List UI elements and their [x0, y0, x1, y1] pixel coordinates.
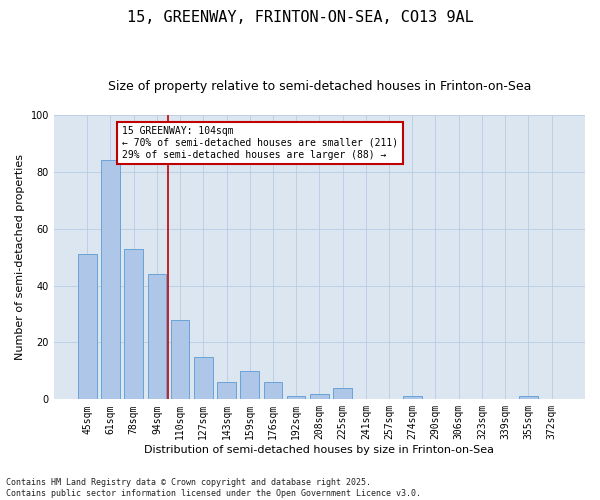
Text: 15 GREENWAY: 104sqm
← 70% of semi-detached houses are smaller (211)
29% of semi-: 15 GREENWAY: 104sqm ← 70% of semi-detach…: [122, 126, 398, 160]
Bar: [194, 356, 212, 400]
Title: Size of property relative to semi-detached houses in Frinton-on-Sea: Size of property relative to semi-detach…: [108, 80, 531, 93]
Text: 15, GREENWAY, FRINTON-ON-SEA, CO13 9AL: 15, GREENWAY, FRINTON-ON-SEA, CO13 9AL: [127, 10, 473, 25]
Bar: [263, 382, 282, 400]
Bar: [171, 320, 190, 400]
Y-axis label: Number of semi-detached properties: Number of semi-detached properties: [15, 154, 25, 360]
Bar: [241, 371, 259, 400]
Bar: [78, 254, 97, 400]
Bar: [101, 160, 120, 400]
Bar: [519, 396, 538, 400]
X-axis label: Distribution of semi-detached houses by size in Frinton-on-Sea: Distribution of semi-detached houses by …: [145, 445, 494, 455]
Bar: [148, 274, 166, 400]
Bar: [310, 394, 329, 400]
Text: Contains HM Land Registry data © Crown copyright and database right 2025.
Contai: Contains HM Land Registry data © Crown c…: [6, 478, 421, 498]
Bar: [287, 396, 305, 400]
Bar: [403, 396, 422, 400]
Bar: [334, 388, 352, 400]
Bar: [217, 382, 236, 400]
Bar: [124, 248, 143, 400]
